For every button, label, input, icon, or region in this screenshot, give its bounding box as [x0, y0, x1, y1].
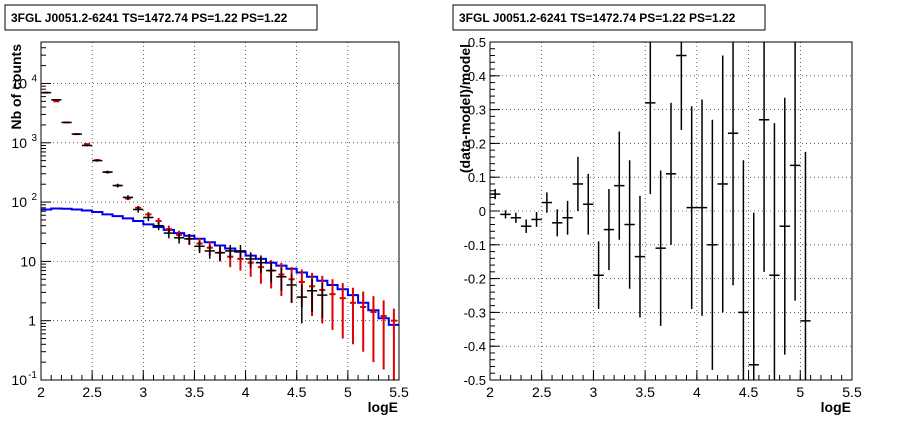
residuals-y-tick-label: 0.1 [468, 170, 486, 185]
residuals-x-tick-label: 2 [486, 384, 494, 400]
counts-x-axis-label: logE [368, 399, 398, 415]
residuals-y-tick-label: 0.2 [468, 136, 486, 151]
residuals-x-tick-label: 2.5 [532, 384, 552, 400]
residuals-x-tick-label: 3 [590, 384, 598, 400]
residuals-y-tick-label: -0.1 [464, 238, 486, 253]
counts-y-tick-exponent: -1 [28, 370, 37, 381]
counts-x-tick-label: 2.5 [82, 384, 102, 400]
counts-y-tick-label: 10 [20, 253, 36, 269]
residuals-y-tick-label: -0.2 [464, 272, 486, 287]
residuals-title-box [452, 4, 766, 31]
counts-x-tick-label: 3.5 [185, 384, 205, 400]
residuals-y-tick-label: 0.5 [468, 35, 486, 50]
residuals-y-tick-label: 0.3 [468, 103, 486, 118]
residuals-x-tick-label: 4.5 [739, 384, 759, 400]
counts-y-tick-exponent: 2 [31, 192, 37, 203]
counts-y-tick-label: 10 [11, 372, 27, 388]
residuals-y-tick-label: 0.4 [468, 69, 486, 84]
residuals-x-tick-label: 5.5 [842, 384, 862, 400]
counts-y-axis-label: Nb of counts [8, 44, 24, 130]
residuals-axes: 2 2.5 3 3.5 4 4.5 5 5.5 -0.5 -0.4 -0.3 -0.2 -0.1 0 0.1… [464, 35, 862, 400]
counts-y-tick-exponent: 4 [31, 73, 37, 84]
residuals-x-tick-label: 4 [693, 384, 701, 400]
counts-y-tick-label: 10 [11, 135, 27, 151]
counts-x-tick-label: 5.5 [389, 384, 409, 400]
counts-y-tick-label: 10 [11, 194, 27, 210]
residuals-y-tick-label: -0.4 [464, 339, 486, 354]
counts-y-tick-exponent: 3 [31, 133, 37, 144]
residuals-y-axis-label: (data-model)/model [457, 44, 473, 173]
residuals-panel: 2 2.5 3 3.5 4 4.5 5 5.5 -0.5 -0.4 -0.3 -0.2 -0.1 0 0.1… [449, 0, 898, 421]
residuals-x-tick-label: 5 [796, 384, 804, 400]
residuals-x-tick-label: 3.5 [635, 384, 655, 400]
residuals-x-axis-label: logE [821, 399, 851, 415]
residuals-marks [490, 42, 811, 380]
residuals-y-tick-label: -0.3 [464, 305, 486, 320]
counts-x-tick-label: 2 [37, 384, 45, 400]
counts-x-tick-label: 4 [242, 384, 250, 400]
counts-y-tick-label: 1 [28, 313, 36, 329]
residuals-title: 3FGL J0051.2-6241 TS=1472.74 PS=1.22 PS=… [459, 11, 736, 25]
residuals-y-tick-label: 0 [479, 204, 486, 219]
counts-y-tick-label: 10 [11, 75, 27, 91]
background-model-line [41, 207, 399, 326]
counts-title-box [4, 4, 318, 31]
counts-x-tick-label: 5 [344, 384, 352, 400]
counts-panel-background [0, 0, 449, 421]
residuals-panel-background [449, 0, 898, 421]
residuals-y-tick-label: -0.5 [464, 373, 486, 388]
counts-marks [41, 91, 399, 380]
counts-x-tick-label: 4.5 [287, 384, 307, 400]
counts-title: 3FGL J0051.2-6241 TS=1472.74 PS=1.22 PS=… [11, 11, 288, 25]
counts-x-tick-label: 3 [139, 384, 147, 400]
